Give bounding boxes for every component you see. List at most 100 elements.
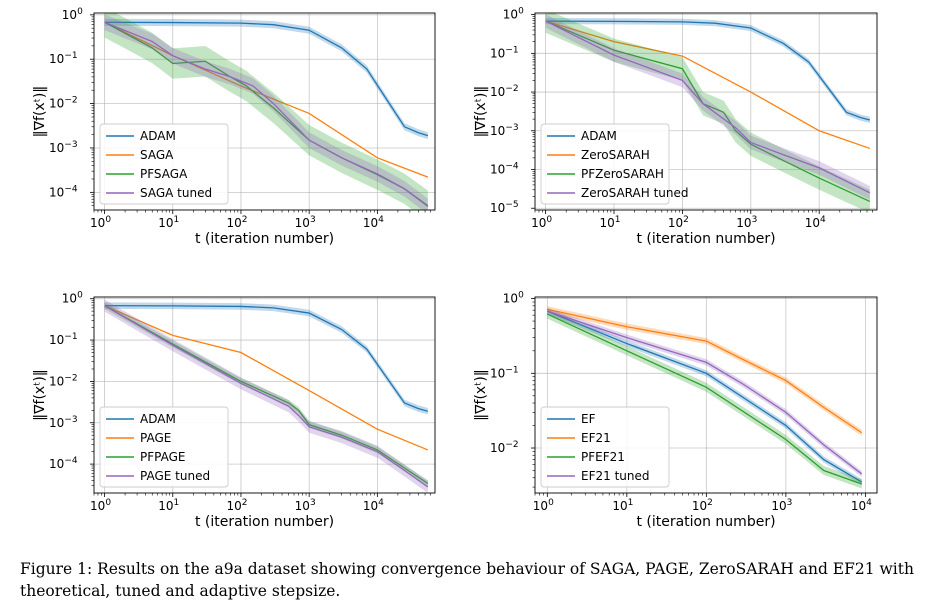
legend-label: EF21 tuned [581, 469, 649, 483]
y-tick-label: 10−1 [49, 51, 78, 66]
legend-label: SAGA tuned [140, 186, 212, 200]
x-tick-label: 103 [295, 215, 316, 230]
series-band [547, 309, 862, 489]
legend-frame [540, 406, 670, 488]
y-tick-label: 100 [62, 291, 83, 306]
legend-frame [99, 123, 229, 205]
legend-label: PAGE tuned [140, 469, 210, 483]
series-line [547, 310, 863, 475]
y-tick-label: 10−1 [490, 45, 519, 60]
y-tick-label: 10−3 [49, 140, 78, 155]
legend-label: PFPAGE [140, 450, 186, 464]
y-tick-label: 10−1 [490, 365, 519, 380]
x-axis-label: t (iteration number) [195, 514, 334, 530]
series-band [547, 306, 862, 436]
series-line [104, 304, 429, 412]
y-axis-label: ‖∇f(xᵗ)‖ [473, 369, 489, 421]
series-band [104, 302, 428, 487]
legend-label: ADAM [581, 129, 617, 143]
y-tick-label: 10−2 [490, 440, 519, 455]
series-band [104, 14, 428, 210]
legend-label: PFEF21 [581, 450, 625, 464]
x-tick-label: 101 [158, 215, 179, 230]
legend: EF EF21 PFEF21 EF21 tuned [540, 406, 670, 488]
x-tick-label: 100 [90, 215, 111, 230]
x-axis-label: t (iteration number) [636, 514, 775, 530]
legend: ADAM PAGE PFPAGE PAGE tuned [99, 406, 229, 488]
legend-label: PAGE [140, 431, 171, 445]
x-tick-label: 103 [295, 498, 316, 513]
series-line [104, 21, 429, 208]
series-line [545, 20, 871, 194]
series-line [545, 20, 871, 150]
y-tick-label: 10−1 [49, 332, 78, 347]
x-tick-label: 100 [90, 498, 111, 513]
series-band [545, 13, 870, 210]
x-tick-label: 102 [226, 498, 247, 513]
series-line [104, 305, 429, 451]
plot-area [545, 13, 871, 210]
panel-1: 100 101 102 103 104 100 10−1 10−2 10−3 10−4 t (ite… [32, 7, 436, 247]
series-band [547, 308, 862, 486]
legend-frame [540, 123, 670, 205]
plot-area [104, 299, 429, 493]
series-line [104, 21, 429, 207]
y-axis-label: ‖∇f(xᵗ)‖ [32, 369, 48, 421]
legend: ADAM ZeroSARAH PFZeroSARAH ZeroSARAH tuned [540, 123, 688, 205]
y-tick-label: 10−3 [49, 415, 78, 430]
legend-label: SAGA [140, 148, 174, 162]
figure-caption: Figure 1: Results on the a9a dataset sho… [20, 560, 914, 600]
x-tick-label: 100 [531, 215, 552, 230]
y-axis-label: ‖∇f(xᵗ)‖ [473, 86, 489, 138]
series-line [104, 305, 429, 485]
panel-4: 100 101 102 103 104 100 10−1 10−2 t (iteration n… [473, 291, 878, 530]
x-tick-label: 102 [668, 215, 689, 230]
legend-label: ZeroSARAH tuned [581, 186, 688, 200]
plot-area [104, 13, 429, 210]
x-axis-label: t (iteration number) [636, 231, 775, 247]
legend-label: EF21 [581, 431, 611, 445]
x-tick-label: 102 [692, 498, 713, 513]
y-tick-label: 10−2 [490, 84, 519, 99]
panel-2: 100 101 102 103 104 100 10−1 10−2 10−3 10−4 10−5 t … [473, 7, 878, 247]
x-tick-label: 100 [533, 498, 554, 513]
axes-frame [93, 296, 436, 494]
y-axis-label: ‖∇f(xᵗ)‖ [32, 86, 48, 138]
x-tick-label: 103 [771, 498, 792, 513]
legend-frame [99, 406, 229, 488]
series-line [545, 20, 871, 121]
y-tick-label: 10−2 [49, 373, 78, 388]
x-tick-label: 104 [363, 215, 384, 230]
x-tick-label: 102 [226, 215, 247, 230]
series-line [104, 21, 429, 137]
x-tick-label: 104 [805, 215, 826, 230]
y-tick-label: 10−4 [49, 184, 78, 199]
series-line [545, 20, 871, 202]
x-tick-label: 103 [736, 215, 757, 230]
axes-frame [534, 12, 878, 211]
x-tick-label: 101 [599, 215, 620, 230]
figure: 100 101 102 103 104 100 10−1 10−2 10−3 10−4 t (ite… [32, 7, 878, 530]
legend-label: PFZeroSARAH [581, 167, 664, 181]
legend-label: ZeroSARAH [581, 148, 650, 162]
y-tick-label: 10−4 [490, 162, 519, 177]
legend-label: EF [581, 412, 596, 426]
y-tick-label: 100 [503, 291, 524, 306]
x-tick-label: 101 [158, 498, 179, 513]
x-tick-label: 104 [363, 498, 384, 513]
y-tick-label: 100 [62, 7, 83, 22]
y-tick-label: 100 [503, 7, 524, 22]
panel-3: 100 101 102 103 104 100 10−1 10−2 10−3 10−4 t (ite… [32, 291, 436, 530]
axes-frame [93, 12, 436, 211]
series-band [104, 299, 428, 493]
series-line [547, 313, 862, 485]
legend: ADAM SAGA PFSAGA SAGA tuned [99, 123, 229, 205]
legend-label: PFSAGA [140, 167, 188, 181]
series-line [547, 308, 863, 434]
x-tick-label: 104 [851, 498, 872, 513]
y-tick-label: 10−2 [49, 96, 78, 111]
y-tick-label: 10−4 [49, 456, 78, 471]
y-tick-label: 10−3 [490, 123, 519, 138]
legend-label: ADAM [140, 412, 176, 426]
plot-area [547, 306, 863, 489]
